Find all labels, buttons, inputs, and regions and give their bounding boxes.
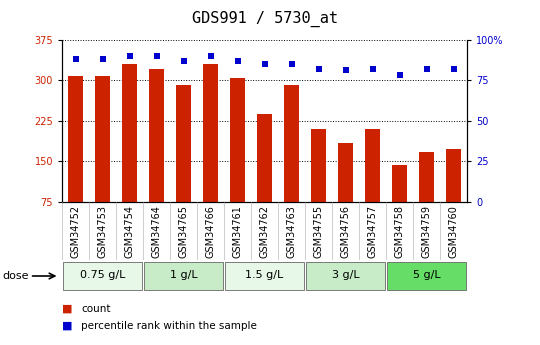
Bar xyxy=(257,114,272,202)
Bar xyxy=(284,85,299,202)
Bar xyxy=(176,85,191,202)
Bar xyxy=(387,262,467,290)
Bar xyxy=(365,129,380,202)
Point xyxy=(233,58,242,63)
Bar xyxy=(419,151,434,202)
Point xyxy=(179,58,188,63)
Text: GSM34758: GSM34758 xyxy=(395,205,404,258)
Point xyxy=(71,56,80,62)
Bar xyxy=(338,144,353,202)
Point xyxy=(125,53,134,59)
Text: GSM34763: GSM34763 xyxy=(287,205,296,258)
Text: GSM34765: GSM34765 xyxy=(179,205,188,258)
Text: count: count xyxy=(81,304,111,314)
Point xyxy=(152,53,161,59)
Point xyxy=(341,68,350,73)
Text: percentile rank within the sample: percentile rank within the sample xyxy=(81,321,257,331)
Point xyxy=(368,66,377,72)
Bar xyxy=(63,262,143,290)
Text: 1 g/L: 1 g/L xyxy=(170,270,198,280)
Point xyxy=(395,72,404,78)
Text: GDS991 / 5730_at: GDS991 / 5730_at xyxy=(192,11,338,27)
Text: ■: ■ xyxy=(62,321,72,331)
Bar xyxy=(225,262,305,290)
Text: GSM34755: GSM34755 xyxy=(314,205,323,258)
Bar xyxy=(306,262,385,290)
Point xyxy=(206,53,215,59)
Bar xyxy=(95,77,110,202)
Text: GSM34761: GSM34761 xyxy=(233,205,242,258)
Bar xyxy=(149,69,164,202)
Point xyxy=(98,56,107,62)
Text: dose: dose xyxy=(3,271,29,281)
Text: GSM34764: GSM34764 xyxy=(152,205,161,258)
Point xyxy=(314,66,323,72)
Text: GSM34756: GSM34756 xyxy=(341,205,350,258)
Bar xyxy=(392,165,407,202)
Text: 3 g/L: 3 g/L xyxy=(332,270,360,280)
Point xyxy=(260,61,269,67)
Text: GSM34766: GSM34766 xyxy=(206,205,215,258)
Text: GSM34754: GSM34754 xyxy=(125,205,134,258)
Bar xyxy=(144,262,224,290)
Bar xyxy=(68,76,83,202)
Text: 0.75 g/L: 0.75 g/L xyxy=(80,270,125,280)
Text: ■: ■ xyxy=(62,304,72,314)
Text: GSM34753: GSM34753 xyxy=(98,205,107,258)
Text: GSM34759: GSM34759 xyxy=(422,205,431,258)
Text: GSM34762: GSM34762 xyxy=(260,205,269,258)
Point xyxy=(287,61,296,67)
Text: GSM34757: GSM34757 xyxy=(368,205,377,258)
Point xyxy=(449,66,458,72)
Text: 1.5 g/L: 1.5 g/L xyxy=(246,270,284,280)
Bar xyxy=(122,64,137,202)
Text: GSM34760: GSM34760 xyxy=(449,205,458,258)
Bar xyxy=(230,78,245,202)
Point xyxy=(422,66,431,72)
Text: 5 g/L: 5 g/L xyxy=(413,270,441,280)
Text: GSM34752: GSM34752 xyxy=(71,205,80,258)
Bar xyxy=(311,129,326,202)
Bar xyxy=(203,64,218,202)
Bar xyxy=(446,149,461,202)
